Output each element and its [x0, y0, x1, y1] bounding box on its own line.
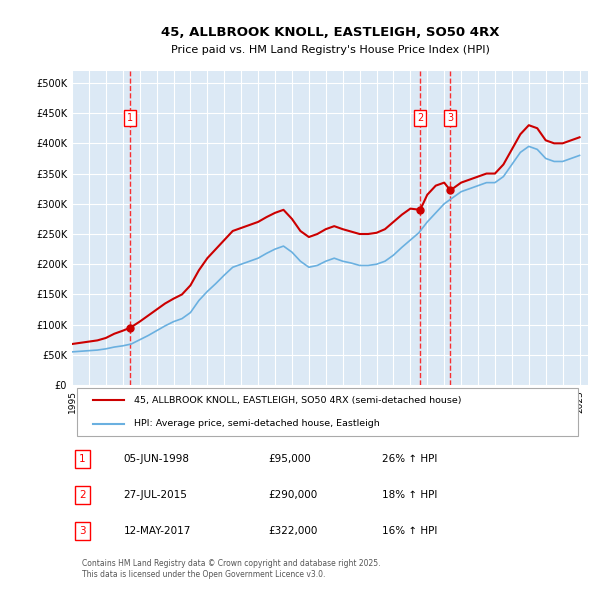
Text: 26% ↑ HPI: 26% ↑ HPI — [382, 454, 437, 464]
Text: 1: 1 — [127, 113, 133, 123]
Text: HPI: Average price, semi-detached house, Eastleigh: HPI: Average price, semi-detached house,… — [134, 419, 380, 428]
Text: 3: 3 — [448, 113, 454, 123]
Text: Price paid vs. HM Land Registry's House Price Index (HPI): Price paid vs. HM Land Registry's House … — [170, 45, 490, 55]
FancyBboxPatch shape — [77, 388, 578, 437]
Text: 2: 2 — [79, 490, 86, 500]
Text: £95,000: £95,000 — [268, 454, 311, 464]
Text: 45, ALLBROOK KNOLL, EASTLEIGH, SO50 4RX (semi-detached house): 45, ALLBROOK KNOLL, EASTLEIGH, SO50 4RX … — [134, 396, 461, 405]
Text: 16% ↑ HPI: 16% ↑ HPI — [382, 526, 437, 536]
Text: 45, ALLBROOK KNOLL, EASTLEIGH, SO50 4RX: 45, ALLBROOK KNOLL, EASTLEIGH, SO50 4RX — [161, 26, 499, 39]
Text: 12-MAY-2017: 12-MAY-2017 — [124, 526, 191, 536]
Text: 05-JUN-1998: 05-JUN-1998 — [124, 454, 190, 464]
Text: 3: 3 — [79, 526, 86, 536]
Text: 2: 2 — [417, 113, 423, 123]
Text: Contains HM Land Registry data © Crown copyright and database right 2025.
This d: Contains HM Land Registry data © Crown c… — [82, 559, 381, 579]
Text: 27-JUL-2015: 27-JUL-2015 — [124, 490, 187, 500]
Text: 18% ↑ HPI: 18% ↑ HPI — [382, 490, 437, 500]
Text: £322,000: £322,000 — [268, 526, 317, 536]
Text: £290,000: £290,000 — [268, 490, 317, 500]
Text: 1: 1 — [79, 454, 86, 464]
